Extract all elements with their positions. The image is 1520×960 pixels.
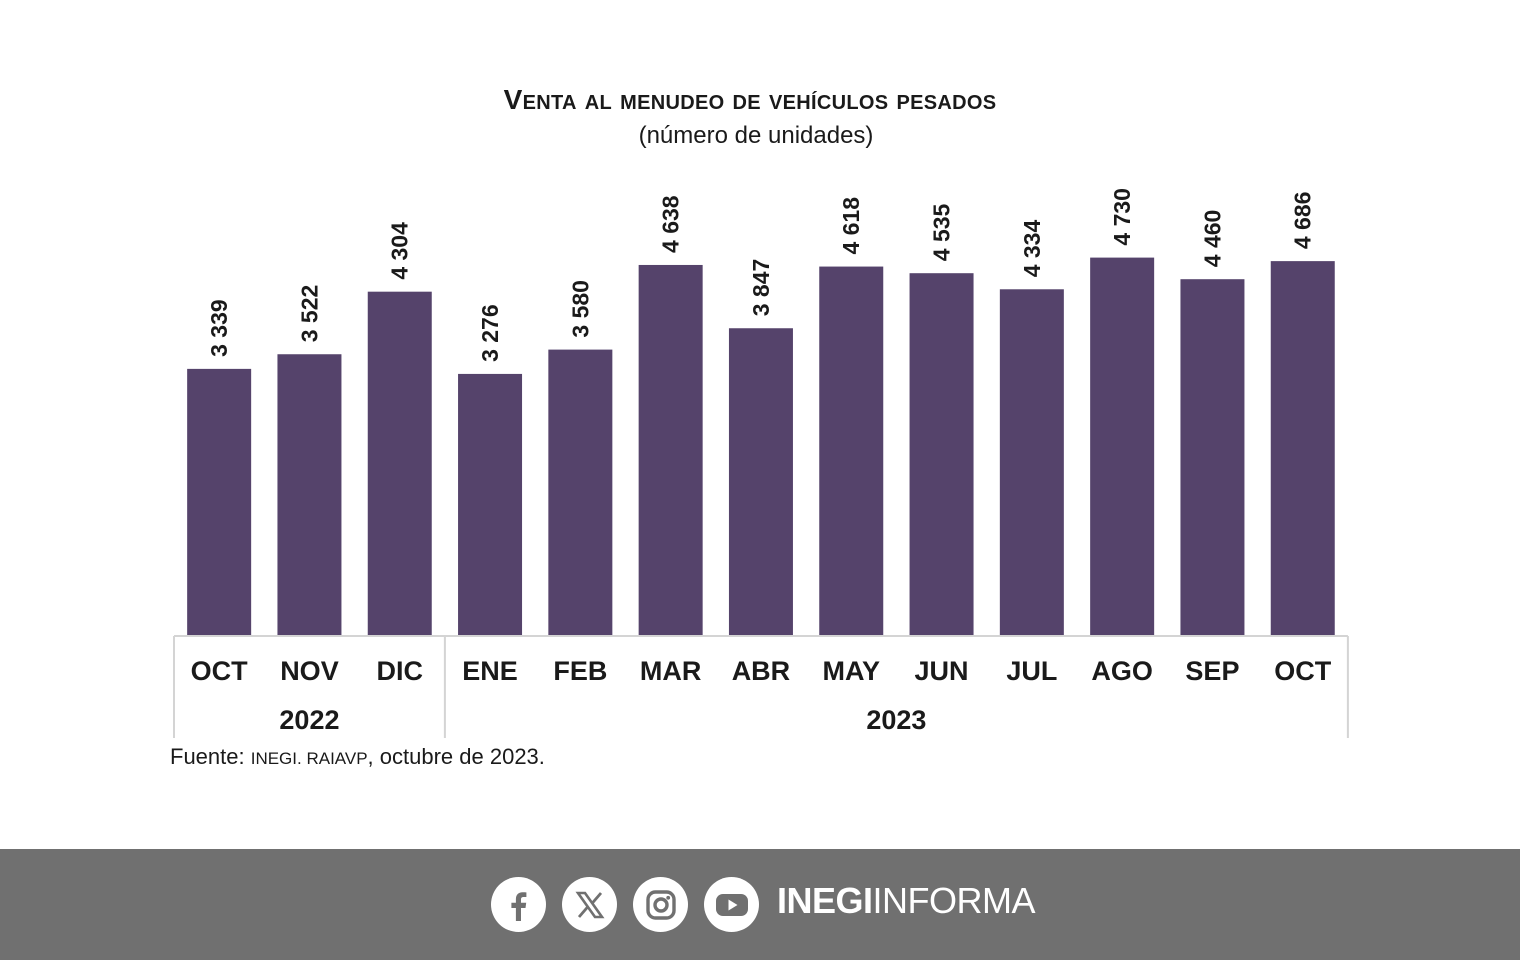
bar-12 [1270,261,1335,636]
data-label: 4 686 [1290,192,1316,250]
category-label: AGO [1091,656,1153,686]
data-label: 3 276 [477,304,503,362]
bar-3 [458,373,523,636]
data-label: 4 334 [1019,220,1045,278]
data-label: 4 304 [387,222,413,280]
category-label: DIC [377,656,424,686]
category-label: JUL [1006,656,1057,686]
category-label: ABR [732,656,791,686]
data-label: 4 730 [1109,188,1135,246]
brand-bold: INEGI [777,880,873,921]
data-label: 3 580 [567,280,593,338]
bar-10 [1090,257,1155,636]
source-suffix: , octubre de 2023. [367,744,545,769]
footer-bar [0,849,1520,960]
category-label: ENE [462,656,518,686]
bar-chart: 3 339 OCT 3 522 NOV 4 304 DIC 3 276 ENE 3 580 FEB… [173,188,1349,738]
youtube-icon[interactable] [704,877,759,932]
bar-5 [638,264,703,636]
category-label: OCT [191,656,249,686]
bar-6 [728,328,793,636]
bar-2 [367,291,432,636]
bar-1 [277,354,342,636]
category-label: OCT [1274,656,1332,686]
bar-11 [1180,279,1245,636]
source-prefix: Fuente: [170,744,251,769]
year-label: 2022 [279,705,339,735]
category-label: SEP [1185,656,1239,686]
bar-0 [187,368,252,636]
bar-8 [909,273,974,636]
category-label: MAY [822,656,880,686]
brand-light: INFORMA [872,880,1036,921]
category-label: FEB [553,656,607,686]
bar-7 [819,266,884,636]
data-label: 3 339 [206,299,232,357]
brand-logo[interactable]: INEGIINFORMA [777,880,1036,922]
data-label: 3 847 [748,259,774,317]
data-label: 4 460 [1199,210,1225,268]
instagram-icon[interactable] [633,877,688,932]
data-label: 4 638 [658,195,684,253]
data-label: 3 522 [296,285,322,343]
data-label: 4 618 [838,197,864,255]
category-label: MAR [640,656,702,686]
chart-title: Venta al menudeo de vehículos pesados [503,84,997,115]
source-note: Fuente: INEGI. RAIAVP, octubre de 2023. [170,744,545,770]
year-label: 2023 [866,705,926,735]
bar-9 [999,289,1064,636]
category-label: NOV [280,656,339,686]
facebook-icon[interactable] [491,877,546,932]
category-label: JUN [915,656,969,686]
chart-subtitle: (número de unidades) [638,122,874,149]
source-org: INEGI. RAIAVP [250,749,368,768]
x-icon[interactable] [562,877,617,932]
data-label: 4 535 [929,203,955,261]
bar-4 [548,349,613,636]
